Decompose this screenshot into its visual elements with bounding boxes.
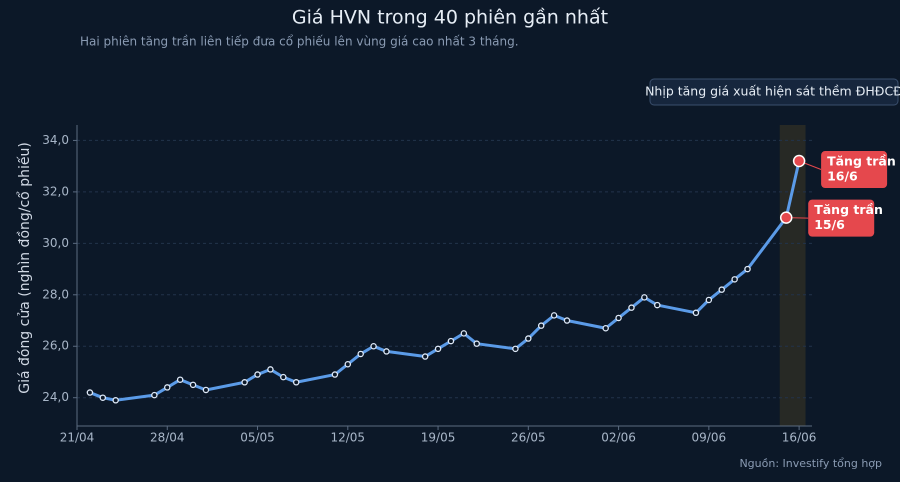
x-tick-label: 26/05 — [511, 431, 546, 445]
point — [550, 312, 558, 319]
chart-title: Giá HVN trong 40 phiên gần nhất — [292, 7, 608, 29]
point — [176, 376, 184, 383]
annotation-text: 16/6 — [827, 169, 858, 184]
chart-subtitle: Hai phiên tăng trần liên tiếp đưa cổ phi… — [80, 35, 519, 49]
x-tick-label: 28/04 — [150, 431, 185, 445]
point — [434, 345, 442, 353]
point — [267, 366, 274, 373]
x-tick-label: 19/05 — [421, 431, 456, 445]
x-tick-label: 21/04 — [60, 431, 95, 445]
point — [718, 286, 725, 293]
point — [731, 276, 738, 283]
point — [112, 397, 119, 404]
y-tick-label: 24,0 — [42, 390, 69, 404]
y-tick-label: 28,0 — [42, 287, 69, 301]
point — [280, 373, 287, 381]
x-tick-label: 02/06 — [601, 431, 636, 445]
annotation-box — [808, 199, 875, 237]
point — [202, 386, 210, 394]
point — [189, 381, 197, 389]
point — [383, 348, 390, 355]
point — [421, 353, 429, 360]
annotation-text: Tăng trần — [814, 202, 883, 217]
point — [370, 342, 377, 350]
x-tick-label: 12/05 — [330, 431, 365, 445]
x-tick-label: 09/06 — [692, 431, 727, 445]
point — [331, 371, 339, 378]
point — [86, 389, 94, 396]
point — [705, 296, 713, 304]
x-tick-label: 16/06 — [782, 431, 817, 445]
point — [744, 265, 751, 273]
point — [525, 335, 532, 342]
point — [99, 394, 107, 401]
y-tick-label: 30,0 — [42, 236, 69, 250]
annotation-text: Tăng trần — [827, 154, 896, 169]
point — [692, 309, 700, 317]
point — [654, 301, 661, 309]
callout: Nhịp tăng giá xuất hiện sát thềm ĐHĐCĐ — [645, 84, 900, 99]
highlight-band — [779, 125, 806, 426]
point — [473, 340, 480, 347]
point — [512, 345, 519, 353]
point — [628, 304, 635, 311]
callout-box — [649, 78, 899, 106]
point — [344, 361, 352, 368]
price-line — [89, 160, 801, 402]
point — [537, 322, 545, 329]
y-tick-label: 34,0 — [42, 133, 69, 147]
point — [447, 337, 455, 345]
highlight-point — [792, 154, 806, 168]
point — [602, 324, 609, 332]
y-tick-label: 26,0 — [42, 339, 69, 353]
point — [292, 379, 300, 386]
point — [151, 391, 158, 399]
point — [357, 350, 364, 358]
source: Nguồn: Investify tổng hợp — [739, 457, 882, 470]
annotation-text: 15/6 — [814, 217, 845, 232]
annotation-box — [821, 151, 888, 189]
point — [615, 314, 622, 322]
point — [254, 371, 261, 378]
y-tick-label: 32,0 — [42, 184, 69, 198]
y-axis-label: Giá đóng cửa (nghìn đồng/cổ phiếu) — [16, 142, 33, 394]
point — [241, 379, 248, 386]
x-tick-label: 05/05 — [240, 431, 275, 445]
point — [641, 294, 648, 301]
point — [164, 384, 171, 391]
highlight-point — [779, 211, 793, 224]
point — [460, 330, 468, 337]
point — [563, 317, 571, 324]
